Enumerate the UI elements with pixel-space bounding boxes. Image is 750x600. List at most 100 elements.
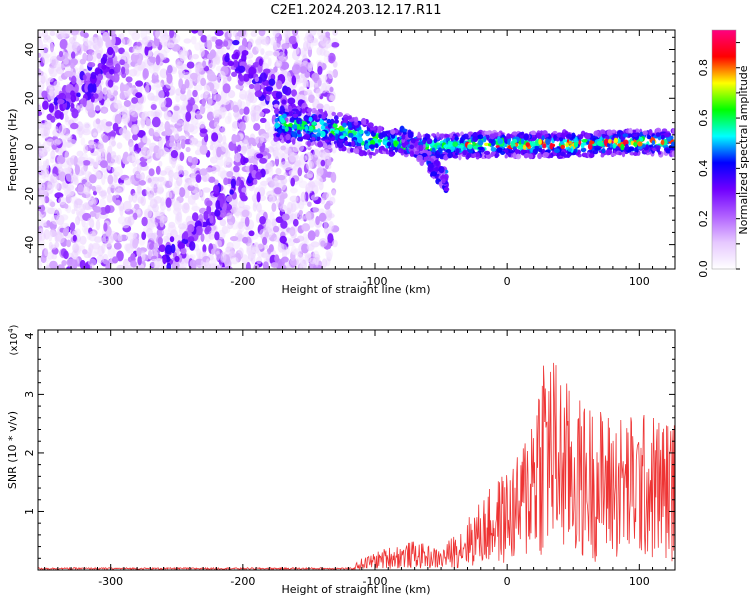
heatmap-cell bbox=[655, 132, 661, 137]
heatmap-cell bbox=[76, 160, 84, 167]
heatmap-cell bbox=[116, 250, 124, 262]
x-tick-label: 0 bbox=[504, 275, 511, 288]
heatmap-cell bbox=[107, 131, 117, 137]
heatmap-cell bbox=[221, 94, 231, 106]
heatmap-cell bbox=[483, 150, 491, 155]
heatmap-cell bbox=[138, 179, 147, 186]
heatmap-cell bbox=[112, 73, 120, 83]
heatmap-cell bbox=[597, 132, 602, 138]
heatmap-cell bbox=[320, 75, 328, 82]
heatmap-cell bbox=[318, 114, 322, 119]
heatmap-cell bbox=[508, 149, 514, 154]
heatmap-cell bbox=[219, 198, 224, 208]
heatmap-cell bbox=[299, 126, 306, 130]
heatmap-cell bbox=[315, 88, 322, 98]
heatmap-cell bbox=[354, 148, 360, 155]
heatmap-cell bbox=[199, 48, 205, 57]
heatmap-cell bbox=[549, 142, 554, 150]
heatmap-cell bbox=[276, 60, 283, 68]
heatmap-cell bbox=[306, 80, 315, 88]
heatmap-cell bbox=[444, 134, 450, 138]
heatmap-cell bbox=[74, 164, 81, 176]
heatmap-cell bbox=[156, 228, 165, 238]
heatmap-cell bbox=[40, 123, 47, 129]
heatmap-cell bbox=[195, 256, 205, 267]
heatmap-cell bbox=[189, 54, 194, 61]
heatmap-cell bbox=[176, 139, 182, 151]
heatmap-cell bbox=[119, 59, 125, 66]
heatmap-cell bbox=[256, 153, 264, 159]
snr-x-axis-label: Height of straight line (km) bbox=[281, 583, 430, 596]
heatmap-cell bbox=[312, 206, 320, 213]
heatmap-cell bbox=[102, 108, 108, 114]
heatmap-cell bbox=[265, 162, 272, 170]
heatmap-cell bbox=[84, 40, 93, 47]
x-tick-label: -300 bbox=[98, 575, 123, 588]
heatmap-cell bbox=[307, 230, 316, 241]
heatmap-cell bbox=[72, 31, 77, 41]
heatmap-cell bbox=[242, 204, 251, 211]
heatmap-cell bbox=[83, 144, 89, 154]
heatmap-cell bbox=[200, 77, 207, 87]
heatmap-cell bbox=[441, 178, 446, 184]
heatmap-cell bbox=[253, 123, 261, 131]
heatmap-cell bbox=[223, 177, 229, 186]
heatmap-cell bbox=[280, 118, 286, 124]
heatmap-cell bbox=[106, 152, 112, 164]
heatmap-cell bbox=[332, 123, 338, 129]
heatmap-cell bbox=[351, 140, 355, 147]
heatmap-cell bbox=[113, 174, 118, 184]
colorbar-tick-label: 0.6 bbox=[697, 109, 710, 127]
heatmap-cell bbox=[263, 68, 271, 74]
heatmap-cell bbox=[237, 221, 244, 230]
heatmap-cell bbox=[335, 133, 339, 140]
heatmap-cell bbox=[47, 251, 54, 260]
heatmap-cell bbox=[607, 138, 612, 144]
heatmap-cell bbox=[537, 152, 543, 160]
heatmap-cell bbox=[231, 53, 238, 60]
heatmap-cell bbox=[76, 92, 81, 98]
heatmap-cell bbox=[48, 103, 55, 113]
heatmap-cell bbox=[173, 200, 180, 210]
heatmap-cell bbox=[159, 170, 167, 176]
heatmap-cell bbox=[101, 64, 107, 70]
heatmap-cell bbox=[205, 225, 212, 233]
heatmap-cell bbox=[216, 157, 224, 168]
heatmap-cell bbox=[174, 215, 183, 225]
heatmap-cell bbox=[195, 110, 202, 120]
heatmap-cell bbox=[394, 147, 399, 153]
heatmap-cell bbox=[567, 147, 573, 152]
heatmap-cell bbox=[259, 111, 265, 117]
heatmap-cell bbox=[367, 122, 374, 129]
heatmap-cell bbox=[627, 133, 633, 138]
heatmap-cell bbox=[41, 90, 48, 99]
spectrogram-y-axis-label: Frequency (Hz) bbox=[6, 109, 19, 192]
heatmap-cell bbox=[301, 108, 306, 114]
heatmap-cell bbox=[511, 131, 518, 136]
heatmap-cell bbox=[60, 30, 66, 38]
heatmap-cell bbox=[64, 70, 73, 78]
heatmap-cell bbox=[135, 80, 144, 87]
heatmap-cell bbox=[203, 84, 211, 95]
heatmap-cell bbox=[216, 49, 224, 59]
heatmap-cell bbox=[229, 189, 234, 195]
heatmap-cell bbox=[58, 50, 64, 58]
heatmap-cell bbox=[321, 258, 328, 268]
x-tick-label: -200 bbox=[230, 275, 255, 288]
heatmap-cell bbox=[578, 133, 584, 140]
heatmap-cell bbox=[125, 76, 133, 83]
heatmap-cell bbox=[59, 111, 64, 120]
heatmap-cell bbox=[217, 70, 226, 80]
heatmap-cell bbox=[334, 119, 339, 124]
heatmap-cell bbox=[209, 156, 218, 164]
heatmap-cell bbox=[97, 62, 103, 69]
heatmap-cell bbox=[110, 151, 117, 159]
heatmap-cell bbox=[278, 51, 286, 61]
heatmap-cell bbox=[62, 227, 69, 237]
heatmap-cell bbox=[211, 88, 218, 95]
heatmap-cell bbox=[152, 203, 159, 213]
heatmap-cell bbox=[94, 67, 101, 76]
heatmap-cell bbox=[200, 128, 208, 134]
heatmap-cell bbox=[291, 75, 297, 86]
heatmap-cell bbox=[135, 46, 143, 53]
